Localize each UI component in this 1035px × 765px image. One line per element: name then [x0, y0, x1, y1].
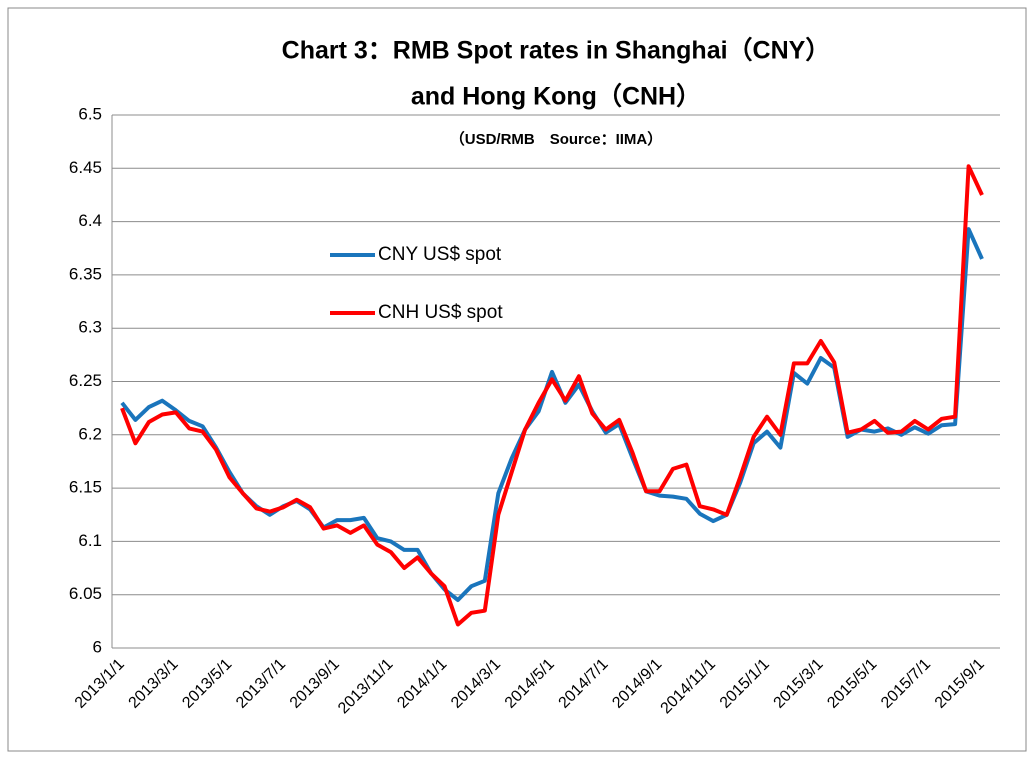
- legend-label: CNY US$ spot: [378, 244, 502, 265]
- y-tick-label: 6: [93, 637, 102, 656]
- y-tick-label: 6.25: [69, 371, 102, 390]
- y-tick-label: 6.4: [78, 211, 102, 230]
- y-tick-label: 6.35: [69, 264, 102, 283]
- y-tick-label: 6.1: [78, 531, 102, 550]
- chart-subtitle: （USD/RMB Source：IIMA）: [450, 130, 663, 148]
- y-tick-label: 6.15: [69, 478, 102, 497]
- series-line: [120, 164, 984, 627]
- y-tick-label: 6.05: [69, 584, 102, 603]
- y-tick-label: 6.3: [78, 318, 102, 337]
- legend-label: CNH US$ spot: [378, 302, 503, 323]
- chart-border: [7, 7, 1027, 752]
- y-tick-label: 6.45: [69, 158, 102, 177]
- y-tick-label: 6.5: [78, 104, 102, 123]
- chart-title: and Hong Kong（CNH）: [411, 82, 701, 111]
- chart-title: Chart 3：RMB Spot rates in Shanghai（CNY）: [282, 36, 831, 65]
- y-tick-label: 6.2: [78, 424, 102, 443]
